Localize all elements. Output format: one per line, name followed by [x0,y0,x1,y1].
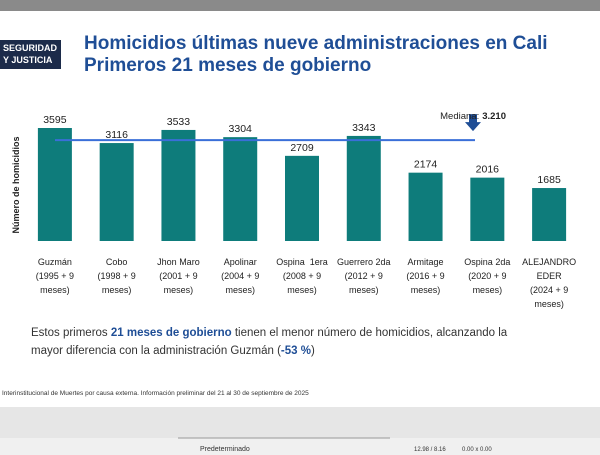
x-tick-label: Guerrero 2da [337,257,391,267]
value-label: 2709 [290,142,314,154]
status-text: Predeterminado [200,446,250,453]
x-tick-label: Ospina 2da [464,257,510,267]
badge-text: Y JUSTICIA [3,55,53,65]
value-label: 3343 [352,122,376,134]
x-tick-label: Apolinar [224,257,257,267]
summary: Estos primeros 21 meses de gobierno tien… [15,327,517,339]
bar [346,135,381,241]
x-tick-label: (2016 + 9 [406,271,444,281]
x-tick-label: EDER [537,271,563,281]
status-text: 12.98 / 8.16 [414,447,446,453]
x-tick-label: meses) [40,285,70,295]
bar [408,172,443,241]
summary-text: ) [311,345,315,357]
x-tick-label: ALEJANDRO [522,257,576,267]
x-tick-label: meses) [102,285,132,295]
summary: mayor diferencia con la administración G… [15,345,324,357]
x-tick-label: (2012 + 9 [345,271,383,281]
x-tick-label: meses) [411,285,441,295]
x-tick-label: meses) [534,299,564,309]
x-tick-label: meses) [225,285,255,295]
x-tick-label: Cobo [106,257,128,267]
summary-text: Estos primeros [31,327,111,339]
value-label: 3116 [105,129,128,141]
x-tick-label: (2008 + 9 [283,271,321,281]
x-tick-label: (2001 + 9 [159,271,197,281]
bar [223,137,258,241]
value-label: 2016 [476,164,500,176]
summary-highlight: -53 % [281,345,311,357]
x-tick-label: (2020 + 9 [468,271,506,281]
value-label: 3304 [229,123,253,135]
status-text: 0.00 x 0.00 [462,447,492,453]
source: Interinstitucional de Muertes por causa … [2,390,309,397]
value-label: 3595 [43,114,67,126]
x-tick-label: (1998 + 9 [98,271,136,281]
value-label: 3533 [167,116,191,128]
summary-highlight: 21 meses de gobierno [111,327,232,339]
bar [285,155,319,241]
median-value: 3.210 [482,111,506,122]
x-tick-label: Jhon Maro [157,257,200,267]
x-tick-label: meses) [287,285,317,295]
x-tick-label: Ospina 1era [276,257,328,267]
x-tick-label: meses) [164,285,194,295]
status-bar [0,438,600,455]
summary-text: tienen el menor número de homicidios, al… [232,327,508,339]
median-label: Mediana: 3.210 [440,111,506,122]
value-label: 2174 [414,159,438,171]
y-axis-label: Número de homicidios [11,136,21,233]
title: Homicidios últimas nueve administracione… [84,33,548,54]
bar [99,143,134,241]
summary-text: mayor diferencia con la administración G… [31,345,281,357]
bar [532,188,567,241]
x-tick-label: meses) [349,285,379,295]
median-label-text: Mediana: [440,111,479,122]
title: Primeros 21 meses de gobierno [84,55,371,76]
x-tick-label: meses) [473,285,503,295]
bar [161,129,196,241]
top-bar [0,0,600,11]
badge-text: SEGURIDAD [3,43,58,53]
x-tick-label: (2024 + 9 [530,285,568,295]
value-label: 1685 [537,174,561,186]
x-tick-label: (1995 + 9 [36,271,74,281]
bar [470,177,505,241]
bar [37,128,72,241]
x-tick-label: Guzmán [38,257,72,267]
median-arrow [465,114,481,132]
badge [0,40,61,69]
x-tick-label: Armitage [408,257,444,267]
x-tick-label: (2004 + 9 [221,271,259,281]
